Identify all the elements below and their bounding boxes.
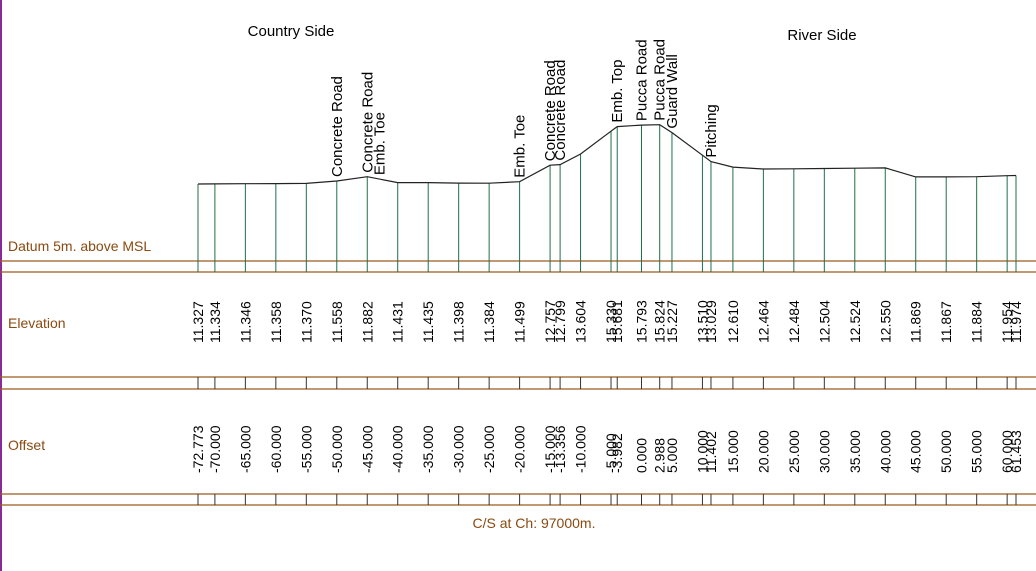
feature-label: Concrete Road [552, 60, 569, 161]
offset-value: -30.000 [451, 425, 467, 473]
elevation-row-label: Elevation [8, 315, 66, 331]
feature-label: Pucca Road [652, 39, 669, 121]
elevation-value: 11.954 [999, 301, 1015, 343]
offset-value: 10.000 [694, 430, 710, 473]
profile-line [197, 124, 1017, 185]
offset-value: 0.000 [634, 438, 650, 473]
offset-value: -25.000 [481, 425, 497, 473]
elevation-value: 13.510 [694, 300, 710, 343]
offset-value: -65.000 [237, 425, 253, 473]
elevation-value: 15.681 [609, 300, 625, 343]
elevation-value: 12.484 [786, 300, 802, 343]
offset-value: 60.000 [999, 430, 1015, 473]
elevation-value: 11.499 [512, 301, 528, 343]
offset-value: 30.000 [816, 430, 832, 473]
offset-value: 15.000 [725, 430, 741, 473]
offset-value: -55.000 [298, 425, 314, 473]
elevation-value: 12.610 [725, 300, 741, 343]
offset-value: 50.000 [938, 430, 954, 473]
offset-value: -60.000 [268, 425, 284, 473]
offset-value: 25.000 [786, 430, 802, 473]
elevation-value: 11.884 [969, 301, 985, 343]
offset-value: -20.000 [512, 425, 528, 473]
elevation-value: 11.384 [481, 301, 497, 343]
offset-value: -3.982 [609, 433, 625, 473]
offset-values: -72.773 -70.000 -65.000 -60.000 -55.000 -50.0… [190, 425, 1024, 473]
offset-value: 2.988 [652, 438, 668, 473]
feature-label: Emb. Toe [512, 115, 529, 178]
elevation-value: 11.867 [938, 301, 954, 343]
offset-value: -70.000 [207, 425, 223, 473]
elevation-values: 11.327 11.334 11.346 11.358 11.370 11.558 11.8… [190, 300, 1024, 343]
offset-value: -5.000 [603, 433, 619, 473]
elevation-value: 12.799 [552, 300, 568, 343]
ordinate-lines [197, 124, 1017, 272]
offset-value: -40.000 [390, 425, 406, 473]
elevation-value: 11.869 [908, 301, 924, 343]
band-ticks [197, 377, 1017, 505]
elevation-value: 11.558 [329, 301, 345, 343]
offset-value: 40.000 [877, 430, 893, 473]
feature-label: Concrete Road [329, 76, 346, 177]
river-side-label: River Side [787, 27, 856, 44]
elevation-value: 13.029 [703, 300, 719, 343]
offset-value: -15.000 [542, 425, 558, 473]
elevation-value: 11.435 [420, 301, 436, 343]
offset-value: -10.000 [573, 425, 589, 473]
elevation-value: 11.327 [190, 301, 206, 343]
offset-value: 45.000 [908, 430, 924, 473]
country-side-label: Country Side [248, 23, 335, 40]
elevation-value: 13.604 [573, 300, 589, 343]
feature-label: Emb. Top [609, 60, 626, 123]
elevation-value: 11.334 [207, 301, 223, 343]
offset-value: 11.402 [703, 431, 719, 473]
elevation-value: 15.793 [634, 300, 650, 343]
elevation-value: 15.227 [664, 300, 680, 343]
offset-value: 5.000 [664, 438, 680, 473]
datum-label: Datum 5m. above MSL [8, 238, 151, 254]
elevation-value: 11.974 [1008, 301, 1024, 343]
elevation-value: 12.757 [542, 300, 558, 343]
offset-value: 20.000 [755, 430, 771, 473]
elevation-value: 12.524 [847, 300, 863, 343]
feature-label: Concrete Road [542, 60, 559, 161]
elevation-value: 12.504 [816, 300, 832, 343]
chainage-caption: C/S at Ch: 97000m. [473, 515, 596, 531]
feature-label: Pucca Road [634, 39, 651, 121]
elevation-value: 11.431 [390, 301, 406, 343]
feature-label: Guard Wall [664, 54, 681, 128]
elevation-value: 11.882 [359, 301, 375, 343]
offset-value: -50.000 [329, 425, 345, 473]
elevation-value: 12.550 [877, 300, 893, 343]
offset-value: -45.000 [359, 425, 375, 473]
feature-label: Concrete Road [359, 72, 376, 173]
offset-row-label: Offset [8, 437, 45, 453]
elevation-value: 11.398 [451, 301, 467, 343]
offset-value: -13.356 [552, 425, 568, 473]
feature-label: Pitching [703, 104, 720, 157]
ground-profile [197, 124, 1017, 185]
elevation-value: 15.824 [652, 300, 668, 343]
elevation-value: 11.346 [237, 301, 253, 343]
elevation-value: 15.330 [603, 300, 619, 343]
offset-value: 61.453 [1008, 430, 1024, 473]
offset-value: 55.000 [969, 430, 985, 473]
elevation-value: 11.370 [298, 301, 314, 343]
elevation-value: 12.464 [755, 300, 771, 343]
offset-value: 35.000 [847, 430, 863, 473]
feature-label: Emb. Toe [371, 112, 388, 175]
elevation-value: 11.358 [268, 301, 284, 343]
offset-value: -35.000 [420, 425, 436, 473]
offset-value: -72.773 [190, 425, 206, 473]
band-lines [0, 260, 1036, 506]
